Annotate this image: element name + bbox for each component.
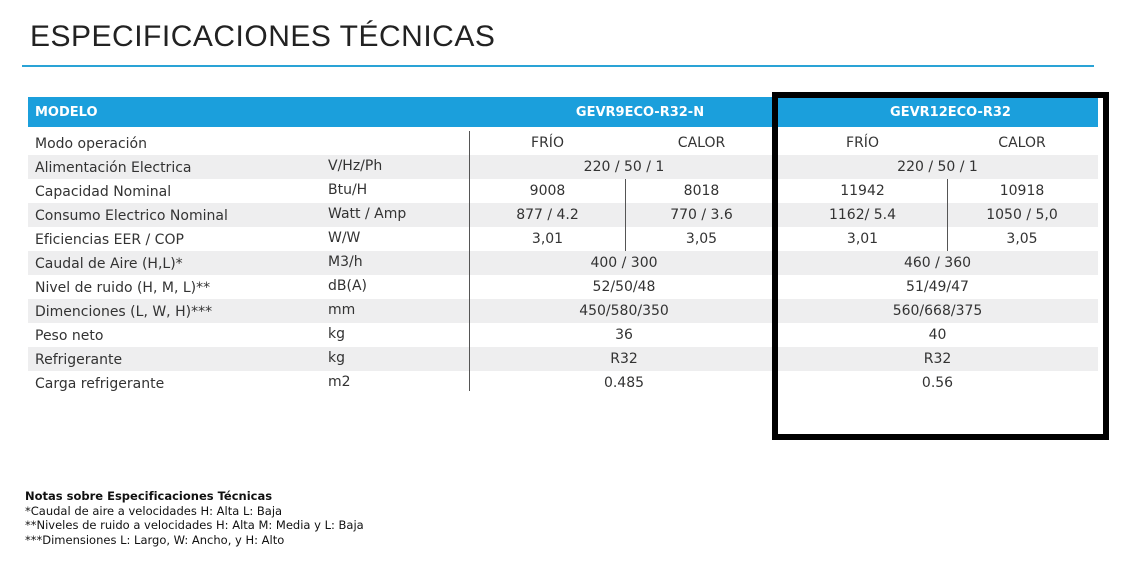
value-cell: 3,05 <box>685 231 718 247</box>
cell-divider <box>625 179 626 203</box>
row-stripe <box>28 251 1098 275</box>
value-cell: 0.56 <box>921 375 954 391</box>
row-stripe <box>28 299 1098 323</box>
value-cell: 400 / 300 <box>590 255 658 271</box>
row-unit: dB(A) <box>328 278 367 294</box>
value-cell: 450/580/350 <box>579 303 669 319</box>
row-label: Dimenciones (L, W, H)*** <box>35 304 213 320</box>
row-unit: Btu/H <box>328 182 368 198</box>
value-cell: 51/49/47 <box>906 279 969 295</box>
value-cell: 877 / 4.2 <box>516 207 579 223</box>
page-title: ESPECIFICACIONES TÉCNICAS <box>30 20 496 53</box>
note-line: ***Dimensiones L: Largo, W: Ancho, y H: … <box>25 533 285 547</box>
row-unit: W/W <box>328 230 361 246</box>
cell-divider <box>625 227 626 251</box>
title-rule <box>22 65 1094 67</box>
row-stripe <box>28 203 1098 227</box>
row-unit: V/Hz/Ph <box>328 158 383 174</box>
value-cell: 770 / 3.6 <box>670 207 733 223</box>
row-label: Nivel de ruido (H, M, L)** <box>35 280 211 296</box>
value-cell: R32 <box>610 351 638 367</box>
value-cell: CALOR <box>998 135 1046 151</box>
cell-divider <box>947 179 948 203</box>
value-cell: 1162/ 5.4 <box>828 207 897 223</box>
header-label: MODELO <box>35 105 98 120</box>
value-cell: 10918 <box>999 183 1045 199</box>
value-cell: 1050 / 5,0 <box>986 207 1058 223</box>
row-label: Caudal de Aire (H,L)* <box>35 256 183 272</box>
value-cell: 52/50/48 <box>592 279 656 295</box>
row-unit: m2 <box>328 374 351 390</box>
value-cell: FRÍO <box>531 135 564 151</box>
cell-divider <box>947 203 948 227</box>
value-cell: 460 / 360 <box>903 255 972 271</box>
cell-divider <box>947 227 948 251</box>
value-cell: 11942 <box>840 183 885 199</box>
row-stripe <box>28 347 1098 371</box>
row-label: Modo operación <box>35 136 147 152</box>
value-cell: 8018 <box>683 183 720 199</box>
value-cell: 40 <box>928 327 947 343</box>
value-cell: 220 / 50 / 1 <box>583 159 665 175</box>
row-unit: mm <box>328 302 356 318</box>
notes-title: Notas sobre Especificaciones Técnicas <box>25 489 273 503</box>
value-cell: 9008 <box>529 183 566 199</box>
header-bar <box>28 97 1098 127</box>
row-unit: M3/h <box>328 254 363 270</box>
row-stripe <box>28 155 1098 179</box>
row-unit: kg <box>328 326 345 342</box>
value-cell: 0.485 <box>603 375 645 391</box>
row-label: Capacidad Nominal <box>35 184 172 200</box>
column-divider <box>469 131 470 391</box>
value-cell: 3,01 <box>846 231 879 247</box>
value-cell: 3,05 <box>1006 231 1038 247</box>
model-name: GEVR12ECO-R32 <box>890 105 1011 120</box>
row-label: Carga refrigerante <box>35 376 165 392</box>
value-cell: CALOR <box>677 135 726 151</box>
row-label: Eficiencias EER / COP <box>35 232 184 248</box>
cell-divider <box>625 203 626 227</box>
value-cell: R32 <box>923 351 952 367</box>
row-unit: Watt / Amp <box>328 206 407 222</box>
value-cell: 36 <box>615 327 633 343</box>
value-cell: 220 / 50 / 1 <box>897 159 978 175</box>
value-cell: 560/668/375 <box>892 303 983 319</box>
row-label: Alimentación Electrica <box>35 160 192 176</box>
row-label: Consumo Electrico Nominal <box>35 208 228 224</box>
model-name: GEVR9ECO-R32-N <box>575 105 705 120</box>
row-label: Refrigerante <box>35 352 123 368</box>
note-line: *Caudal de aire a velocidades H: Alta L:… <box>25 504 283 518</box>
value-cell: 3,01 <box>531 231 564 247</box>
row-label: Peso neto <box>35 328 104 344</box>
value-cell: FRÍO <box>846 135 879 151</box>
row-unit: kg <box>328 350 345 366</box>
note-line: **Niveles de ruido a velocidades H: Alta… <box>25 518 364 532</box>
highlight-box <box>772 92 1109 440</box>
